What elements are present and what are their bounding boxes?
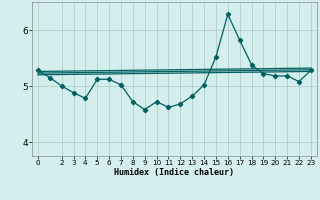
X-axis label: Humidex (Indice chaleur): Humidex (Indice chaleur) [115, 168, 234, 177]
